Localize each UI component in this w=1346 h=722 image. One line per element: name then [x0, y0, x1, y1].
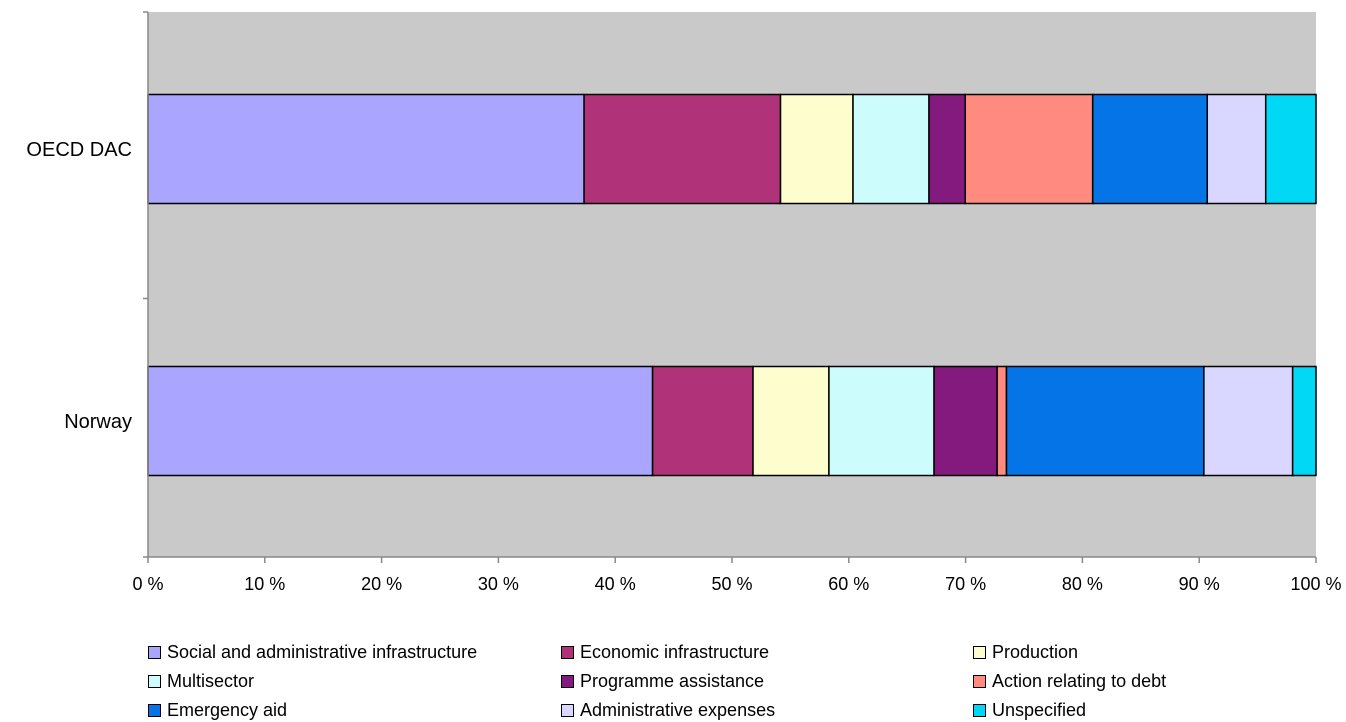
legend-swatch: [973, 703, 986, 717]
x-tick-label: 60 %: [828, 574, 869, 594]
x-tick-label: 50 %: [711, 574, 752, 594]
bar-segment: [996, 365, 1008, 477]
category-label: OECD DAC: [26, 139, 132, 161]
x-tick-label: 0 %: [132, 574, 163, 594]
legend-swatch: [148, 674, 161, 688]
bar-segment: [1203, 365, 1294, 477]
legend-swatch: [561, 703, 574, 717]
legend-label: Action relating to debt: [992, 670, 1167, 691]
legend-swatch: [973, 645, 986, 659]
bar-segment: [1291, 365, 1317, 477]
bar-segment: [1005, 365, 1205, 477]
legend-label: Multisector: [167, 670, 255, 691]
legend-label: Administrative expenses: [580, 699, 776, 720]
category-labels: OECD DAC Norway: [26, 139, 132, 433]
bar-segment: [1091, 93, 1209, 205]
x-tick-label: 40 %: [595, 574, 636, 594]
legend-item: Social and administrative infrastructure: [148, 640, 477, 664]
legend-item: Unspecified: [973, 698, 1086, 722]
x-tick-label: 70 %: [945, 574, 986, 594]
stacked-bar-chart: 0 % 10 % 20 % 30 % 40 % 50 % 60 % 70 % 80 % 90 % 1…: [26, 11, 1342, 594]
x-tick-label: 100 %: [1290, 574, 1341, 594]
x-tick-label: 80 %: [1062, 574, 1103, 594]
legend-swatch: [148, 645, 161, 659]
x-tick-label: 30 %: [478, 574, 519, 594]
legend-item: Action relating to debt: [973, 669, 1166, 693]
legend-item: Multisector: [148, 669, 254, 693]
legend-label: Unspecified: [992, 699, 1087, 720]
legend-swatch: [561, 645, 574, 659]
bar-segment: [651, 365, 754, 477]
legend-label: Economic infrastructure: [580, 641, 770, 662]
bar-segment: [828, 365, 935, 477]
legend-item: Programme assistance: [561, 669, 764, 693]
bar-segment: [928, 93, 966, 205]
x-tick-label: 90 %: [1179, 574, 1220, 594]
legend: Social and administrative infrastructure…: [148, 640, 1338, 720]
bar-segment: [583, 93, 782, 205]
x-tick-label: 20 %: [361, 574, 402, 594]
legend-label: Emergency aid: [167, 699, 288, 720]
bar-segment: [779, 93, 854, 205]
bar-segment: [933, 365, 998, 477]
bar-segment: [147, 365, 654, 477]
bar-segment: [964, 93, 1094, 205]
axes: [143, 11, 1317, 563]
x-tick-label: 10 %: [244, 574, 285, 594]
x-tick-labels: 0 % 10 % 20 % 30 % 40 % 50 % 60 % 70 % 80 % 90 % 1…: [132, 574, 1341, 594]
category-label: Norway: [64, 411, 132, 433]
legend-item: Production: [973, 640, 1078, 664]
legend-item: Emergency aid: [148, 698, 287, 722]
bar-segment: [852, 93, 930, 205]
legend-swatch: [973, 674, 986, 688]
legend-label: Social and administrative infrastructure: [167, 641, 478, 662]
legend-item: Administrative expenses: [561, 698, 775, 722]
bar-segment: [1206, 93, 1267, 205]
legend-item: Economic infrastructure: [561, 640, 769, 664]
legend-swatch: [148, 703, 161, 717]
bar-segments: [147, 93, 1317, 477]
legend-label: Programme assistance: [580, 670, 765, 691]
bar-segment: [1264, 93, 1317, 205]
legend-label: Production: [992, 641, 1079, 662]
bar-segment: [752, 365, 830, 477]
bar-segment: [147, 93, 585, 205]
legend-swatch: [561, 674, 574, 688]
